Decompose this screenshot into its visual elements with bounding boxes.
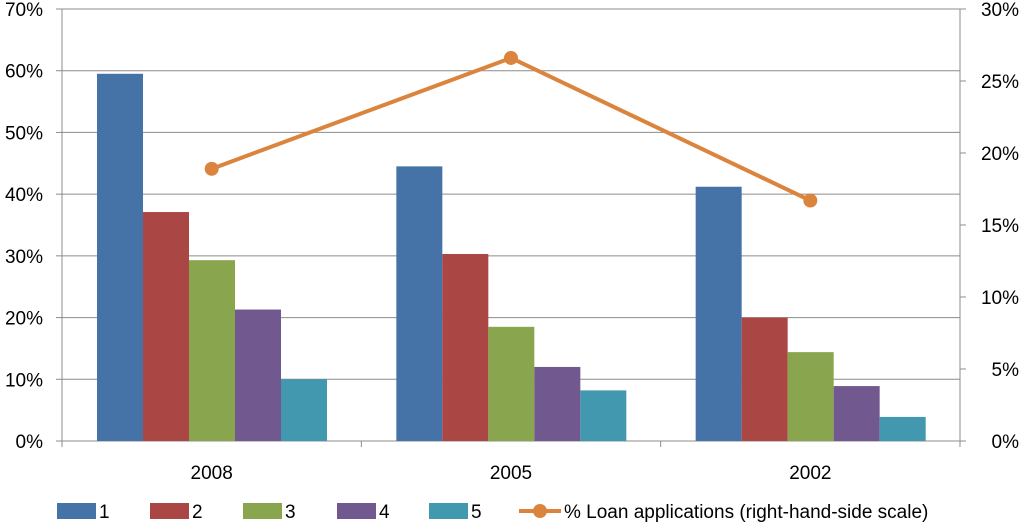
right-tick-label: 20% <box>981 144 1019 165</box>
left-tick-label: 0% <box>16 432 44 453</box>
bar-series-2 <box>741 317 788 441</box>
bar-series-4 <box>534 366 581 441</box>
legend-line-marker <box>533 504 547 518</box>
bar-series-3 <box>189 260 235 441</box>
legend-swatch-3 <box>243 503 282 519</box>
loan-applications-point <box>803 193 818 208</box>
loan-applications-point <box>204 161 219 176</box>
legend-label: 2 <box>192 502 203 523</box>
bar-series <box>97 73 926 442</box>
bar-series-3 <box>488 326 535 441</box>
bar-series-5 <box>879 416 926 441</box>
legend-label: 1 <box>99 502 110 523</box>
left-tick-label: 10% <box>5 370 43 391</box>
left-tick-label: 70% <box>5 0 43 21</box>
left-axis-ticks: 0% 10% 20% 30% 40% 50% 60% 70% <box>5 0 62 453</box>
right-tick-label: 10% <box>981 288 1019 309</box>
bar-series-5 <box>580 390 627 441</box>
left-tick-label: 30% <box>5 247 43 268</box>
x-tick-label: 2002 <box>789 463 831 484</box>
left-tick-label: 50% <box>5 123 43 144</box>
loan-applications-line <box>210 55 812 203</box>
bar-series-2 <box>442 254 489 441</box>
x-axis-ticks: 2008 2005 2002 <box>61 441 961 484</box>
right-tick-label: 15% <box>981 216 1019 237</box>
legend-label: % Loan applications (right-hand-side sca… <box>564 502 928 523</box>
bar-series-2 <box>143 212 189 441</box>
right-tick-label: 30% <box>981 0 1019 21</box>
legend-label: 4 <box>379 502 390 523</box>
bar-series-5 <box>281 379 327 441</box>
legend-label: 3 <box>285 502 296 523</box>
bar-series-3 <box>787 352 834 441</box>
right-tick-label: 5% <box>992 360 1020 381</box>
bar-series-1 <box>695 186 742 441</box>
left-tick-label: 20% <box>5 309 43 330</box>
left-tick-label: 40% <box>5 185 43 206</box>
legend-swatch-1 <box>57 503 96 519</box>
bar-series-4 <box>833 386 880 441</box>
legend-swatch-4 <box>337 503 376 519</box>
right-axis-ticks: 0% 5% 10% 15% 20% 25% 30% <box>960 0 1019 453</box>
bar-series-4 <box>235 309 281 441</box>
bar-series-1 <box>396 166 443 441</box>
left-tick-label: 60% <box>5 62 43 83</box>
legend: 1 2 3 4 5 % Loan applications (right-hand-sid… <box>57 502 928 523</box>
bar-series-1 <box>97 73 143 442</box>
legend-swatch-2 <box>150 503 189 519</box>
right-tick-label: 25% <box>981 72 1019 93</box>
right-tick-label: 0% <box>992 432 1020 453</box>
legend-swatch-5 <box>429 503 468 519</box>
legend-label: 5 <box>471 502 482 523</box>
line-series <box>204 50 818 208</box>
x-tick-label: 2008 <box>191 463 233 484</box>
loan-applications-point <box>504 50 518 65</box>
x-tick-label: 2005 <box>490 463 532 484</box>
